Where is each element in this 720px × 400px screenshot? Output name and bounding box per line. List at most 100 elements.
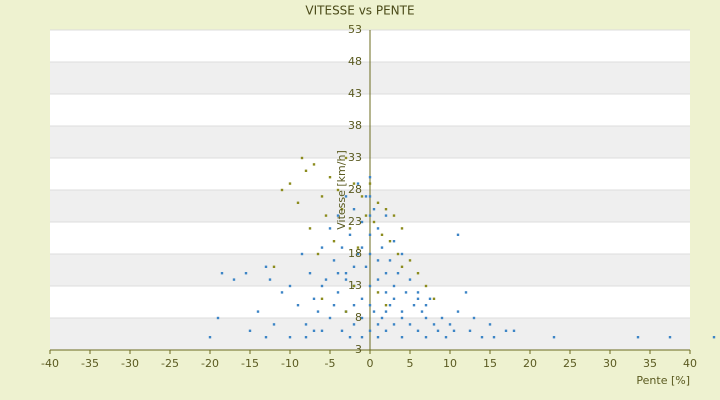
point — [408, 259, 412, 262]
point — [376, 323, 380, 326]
point — [320, 284, 324, 288]
point — [300, 156, 304, 160]
point — [384, 291, 388, 294]
point — [348, 233, 352, 236]
point — [360, 336, 364, 339]
x-tick-label: 10 — [443, 357, 457, 370]
x-tick-label: 5 — [407, 357, 414, 370]
point — [356, 182, 360, 185]
x-tick-label: 40 — [683, 357, 697, 370]
point — [264, 336, 268, 339]
point — [432, 297, 436, 300]
y-tick-label: 23 — [348, 215, 362, 228]
point — [408, 278, 412, 281]
point — [480, 336, 484, 339]
point — [380, 246, 384, 249]
point — [416, 329, 420, 332]
point — [376, 336, 380, 339]
point — [376, 278, 380, 281]
point — [372, 310, 376, 313]
point — [504, 329, 508, 332]
x-tick-label: -40 — [41, 357, 59, 370]
point — [392, 297, 396, 300]
point — [312, 163, 316, 166]
point — [396, 272, 400, 275]
point — [396, 252, 400, 256]
point — [448, 323, 452, 326]
point — [432, 323, 436, 326]
point — [320, 297, 324, 300]
point — [416, 297, 420, 300]
point — [340, 208, 344, 211]
point — [404, 291, 408, 294]
point — [328, 316, 332, 320]
point — [256, 310, 260, 313]
point — [268, 278, 272, 281]
point — [380, 316, 384, 320]
point — [376, 291, 380, 294]
point — [308, 272, 312, 275]
point — [352, 284, 356, 288]
point — [308, 227, 312, 230]
point — [356, 252, 360, 256]
point — [328, 176, 332, 179]
point — [304, 169, 308, 172]
point — [392, 240, 396, 243]
point — [352, 323, 356, 326]
point — [384, 329, 388, 332]
point — [384, 208, 388, 211]
point — [380, 233, 384, 236]
point — [320, 329, 324, 332]
point — [368, 233, 372, 236]
point — [384, 304, 388, 307]
point — [340, 329, 344, 332]
point — [344, 278, 348, 281]
point — [400, 316, 404, 320]
point — [416, 291, 420, 294]
point — [324, 278, 328, 281]
point — [220, 272, 224, 275]
point — [360, 316, 364, 320]
point — [424, 336, 428, 339]
y-tick-label: 33 — [348, 151, 362, 164]
y-tick-label: 48 — [348, 55, 362, 68]
point — [336, 214, 340, 217]
point — [424, 284, 428, 288]
point — [332, 240, 336, 243]
y-tick-label: 18 — [348, 247, 362, 260]
point — [344, 156, 348, 160]
y-tick-label: 43 — [348, 87, 362, 100]
point — [388, 304, 392, 307]
point — [288, 336, 292, 339]
point — [376, 227, 380, 230]
point — [428, 297, 432, 300]
point — [364, 214, 368, 217]
point — [400, 336, 404, 339]
point — [392, 214, 396, 217]
point — [424, 316, 428, 320]
point — [264, 265, 268, 268]
point — [288, 284, 292, 288]
point — [320, 195, 324, 198]
point — [368, 176, 372, 179]
point — [400, 252, 404, 256]
point — [232, 278, 236, 281]
y-tick-label: 53 — [348, 23, 362, 36]
point — [304, 323, 308, 326]
x-tick-label: -20 — [201, 357, 219, 370]
point — [296, 304, 300, 307]
point — [444, 336, 448, 339]
point — [340, 246, 344, 249]
point — [468, 329, 472, 332]
point — [216, 316, 220, 320]
point — [388, 259, 392, 262]
point — [288, 182, 292, 185]
point — [360, 220, 364, 224]
point — [352, 304, 356, 307]
point — [312, 329, 316, 332]
point — [472, 316, 476, 320]
point — [368, 304, 372, 307]
point — [364, 265, 368, 268]
point — [436, 329, 440, 332]
